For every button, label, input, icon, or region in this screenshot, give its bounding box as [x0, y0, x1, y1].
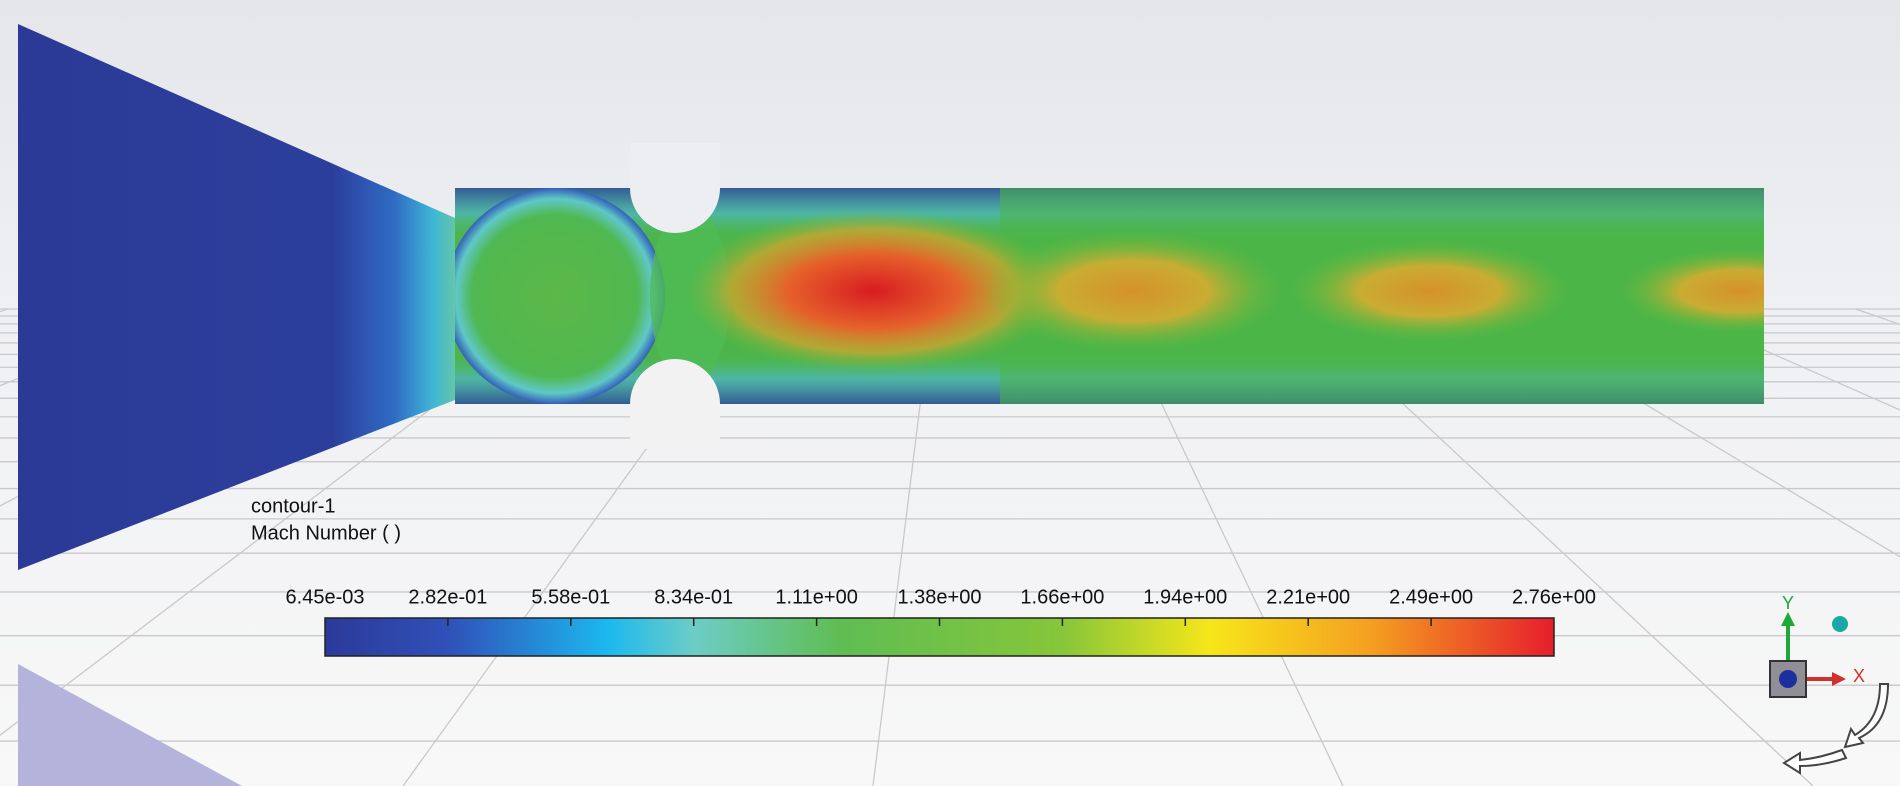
floor-triangle	[18, 664, 242, 786]
tick-label: 6.45e-03	[286, 586, 365, 608]
z-axis-dot	[1779, 670, 1797, 688]
tick-label: 8.34e-01	[654, 586, 733, 608]
tick-label: 1.11e+00	[775, 586, 858, 608]
nozzle	[18, 24, 455, 570]
tick-label: 5.58e-01	[531, 586, 610, 608]
grid-line	[1670, 308, 1900, 411]
x-axis-label: X	[1853, 666, 1865, 686]
rotate-arrow	[1843, 683, 1890, 749]
axis-triad: Y X	[1769, 593, 1890, 775]
x-arrow-head	[1832, 672, 1846, 686]
tick-label: 1.66e+00	[1020, 586, 1104, 608]
y-arrow-head	[1781, 612, 1795, 626]
tick-label: 1.94e+00	[1143, 586, 1227, 608]
notch-mask	[630, 404, 720, 449]
variable-name: Mach Number ( )	[251, 522, 401, 544]
rotate-arrow	[1782, 748, 1848, 775]
tick-label: 1.38e+00	[898, 586, 982, 608]
contour-name: contour-1	[251, 495, 336, 517]
y-axis-label: Y	[1782, 593, 1794, 613]
tick-label: 2.21e+00	[1266, 586, 1350, 608]
notch-mask	[630, 143, 720, 188]
flow-field	[455, 188, 1764, 404]
tick-label: 2.76e+00	[1512, 586, 1596, 608]
triad-cube	[1769, 660, 1807, 698]
tick-label: 2.82e-01	[408, 586, 487, 608]
triad-sphere	[1832, 616, 1848, 632]
tick-label: 2.49e+00	[1389, 586, 1473, 608]
color-bar-ticks: 6.45e-03 2.82e-01 5.58e-01 8.34e-01 1.11e+00…	[286, 586, 1596, 626]
